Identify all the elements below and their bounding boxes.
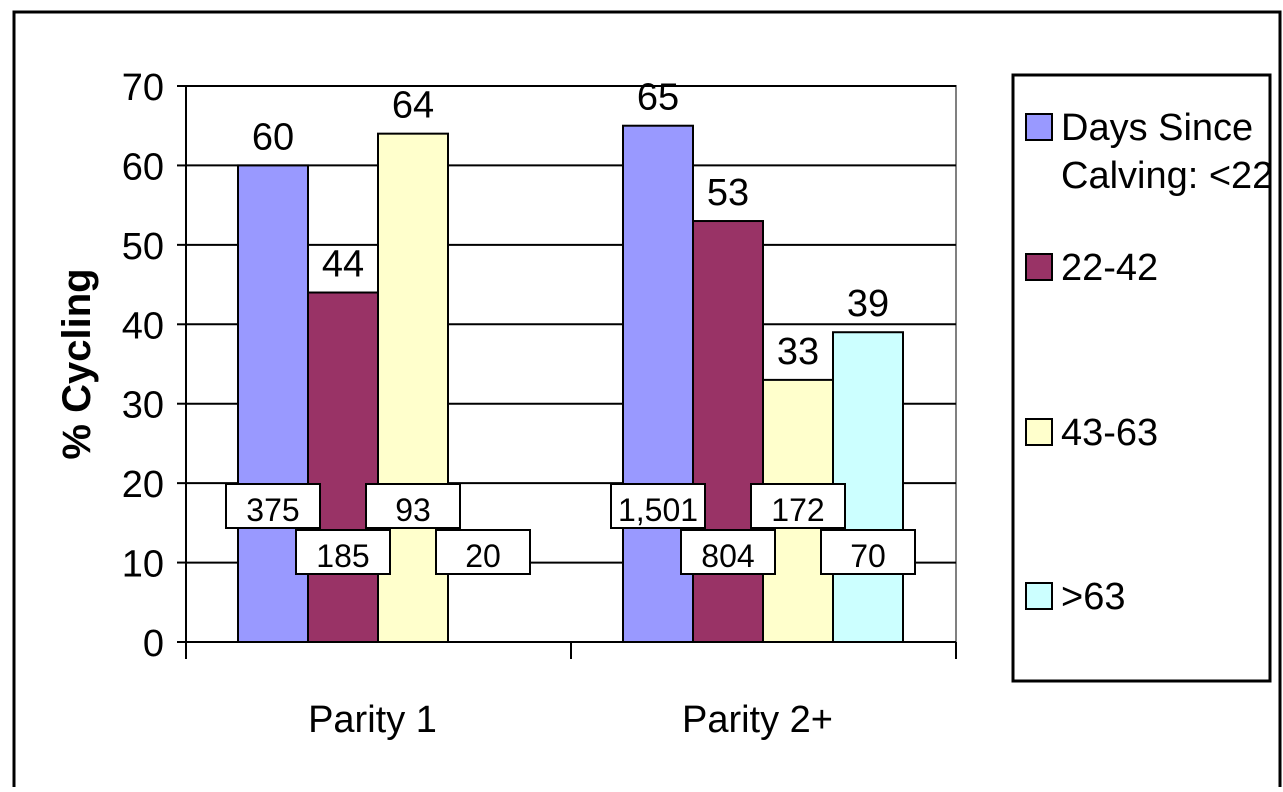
y-tick-label: 10	[122, 544, 164, 586]
legend-title-prefix: Calving:	[1061, 155, 1209, 197]
count-label-box	[680, 529, 776, 575]
y-axis-label: % Cycling	[55, 268, 99, 459]
count-label-box	[435, 529, 531, 575]
count-label-box	[295, 529, 391, 575]
count-labels-group: 375 1,501 185 804 93 172 20 70	[225, 483, 916, 575]
legend-box	[1011, 73, 1272, 683]
count-label-box	[365, 483, 461, 529]
y-tick-label: 30	[122, 385, 164, 427]
y-tick-label: 70	[122, 67, 164, 109]
bar	[307, 291, 379, 643]
count-label: 172	[771, 492, 824, 528]
data-labels-group: 60 65 44 53 64 33 39	[252, 77, 889, 373]
count-label: 70	[850, 538, 886, 574]
data-label: 65	[637, 77, 679, 119]
legend-entry-label: >63	[1061, 576, 1125, 618]
data-label: 60	[252, 116, 294, 158]
data-label: 44	[322, 244, 364, 286]
data-label: 64	[392, 85, 434, 127]
data-label: 39	[847, 283, 889, 325]
legend-swatch	[1025, 113, 1053, 141]
legend-entry-label: 22-42	[1061, 247, 1158, 289]
legend-swatch	[1025, 582, 1053, 610]
count-label-box	[225, 483, 321, 529]
data-label: 33	[777, 331, 819, 373]
legend-swatch	[1025, 418, 1053, 446]
count-label: 1,501	[618, 492, 698, 528]
legend-series-name: <22	[1209, 155, 1273, 197]
count-label: 20	[465, 538, 501, 574]
count-label-box	[820, 529, 916, 575]
legend-swatch	[1025, 253, 1053, 281]
y-tick-label: 20	[122, 464, 164, 506]
y-tick-label: 50	[122, 226, 164, 268]
legend-title-line2: Calving: <22	[1061, 155, 1273, 197]
count-label: 804	[701, 538, 754, 574]
legend-title-line1: Days Since	[1061, 107, 1253, 149]
count-label-box	[750, 483, 846, 529]
bar	[692, 220, 764, 643]
y-tick-label: 40	[122, 305, 164, 347]
data-label: 53	[707, 172, 749, 214]
y-tick-label: 0	[143, 623, 164, 665]
x-category-label: Parity 2+	[682, 699, 833, 741]
legend: Days Since Calving: <22 22-42 43-63 >63	[1025, 107, 1273, 618]
x-category-label: Parity 1	[308, 699, 437, 741]
count-label-box	[610, 483, 706, 529]
count-label: 375	[246, 492, 299, 528]
legend-entry-label: 43-63	[1061, 412, 1158, 454]
axes-group: 0 10 20 30 40 50 60 70 Parity 1 Parity 2+	[122, 67, 957, 741]
count-label: 185	[316, 538, 369, 574]
count-label: 93	[395, 492, 431, 528]
y-tick-label: 60	[122, 146, 164, 188]
